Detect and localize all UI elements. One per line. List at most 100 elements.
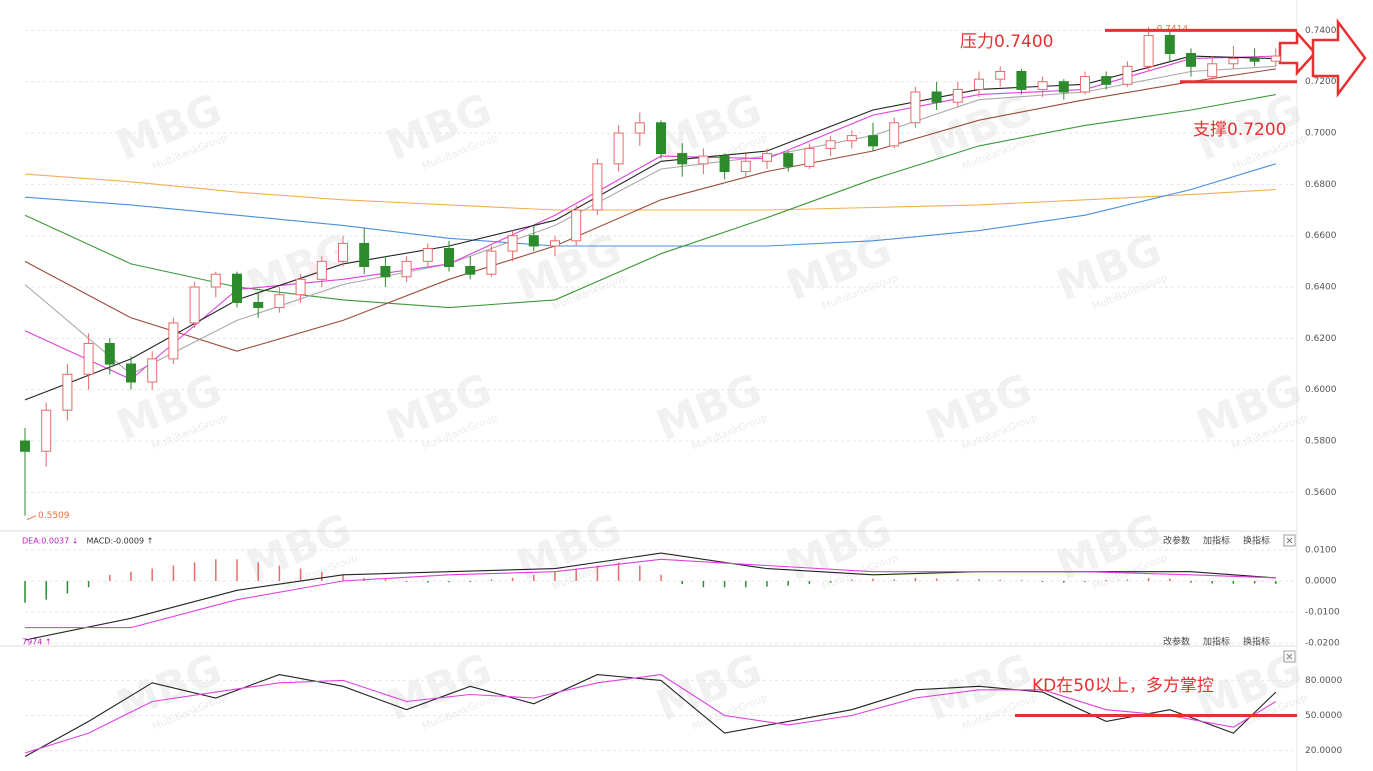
close-icon: [1286, 653, 1293, 660]
candle-body: [550, 240, 560, 247]
y-tick-label: 0.7400: [1305, 26, 1337, 36]
candle-body: [104, 342, 115, 365]
indicator-button[interactable]: 换指标: [1243, 535, 1270, 547]
y-tick-label: 0.6600: [1305, 231, 1337, 241]
candle-body: [274, 294, 285, 309]
y-tick-label: 0.5600: [1305, 488, 1337, 498]
low-label: 0.5509: [38, 511, 70, 521]
candle-body: [1228, 58, 1239, 65]
y-tick-label: 0.6000: [1305, 385, 1337, 395]
candle-body: [1058, 81, 1069, 93]
indicator-line: [24, 163, 1276, 247]
candle-body: [1270, 55, 1281, 62]
candle-body: [995, 70, 1006, 80]
candle-body: [401, 260, 412, 278]
y-tick-label: 0.7000: [1305, 129, 1337, 139]
candle-body: [783, 153, 794, 167]
y-tick-label: 20.0000: [1305, 746, 1342, 756]
low-marker: [26, 515, 37, 521]
close-icon: [1286, 537, 1293, 544]
arrow-icon: [1278, 29, 1317, 77]
candle-body: [740, 160, 751, 173]
indicator-header: MACD:-0.0009 ↑: [86, 537, 153, 546]
indicator-button[interactable]: 换指标: [1243, 636, 1270, 648]
indicator-button[interactable]: 加指标: [1203, 636, 1230, 648]
indicator-line: [25, 558, 1276, 629]
candle-body: [868, 135, 878, 147]
level-label: 支撑0.7200: [1193, 120, 1286, 140]
indicator-line: [24, 674, 1277, 757]
candle-body: [634, 122, 645, 134]
indicator-button[interactable]: 改参数: [1163, 535, 1190, 547]
candle-body: [465, 266, 476, 275]
indicator-header: 7974 ↑: [22, 638, 52, 647]
candle-body: [189, 286, 200, 324]
candle-body: [380, 266, 391, 278]
y-tick-label: -0.0200: [1305, 639, 1340, 649]
candle-body: [677, 153, 688, 165]
candle-body: [1186, 52, 1196, 67]
candle-body: [295, 278, 306, 296]
candle-body: [1016, 70, 1027, 90]
candle-body: [1080, 76, 1090, 93]
candle-body: [698, 155, 709, 165]
arrow-icon: [1311, 18, 1367, 98]
candle-body: [62, 373, 73, 411]
candle-body: [20, 440, 30, 452]
candle-body: [762, 153, 772, 162]
indicator-line: [24, 173, 1276, 211]
y-tick-label: 0.6400: [1305, 283, 1337, 293]
candle-body: [126, 363, 136, 383]
y-tick-label: 0.0000: [1305, 577, 1337, 587]
candle-body: [846, 135, 857, 142]
candle-body: [232, 273, 242, 303]
candle-body: [338, 242, 348, 262]
y-tick-label: 0.7200: [1305, 77, 1337, 87]
candle-body: [592, 163, 603, 211]
indicator-button[interactable]: 改参数: [1163, 636, 1190, 648]
indicator-header: DEA:0.0037 ↓: [22, 537, 78, 546]
candle-body: [889, 122, 900, 147]
candle-body: [1249, 58, 1260, 62]
candle-body: [804, 147, 815, 167]
indicator-button[interactable]: 加指标: [1203, 535, 1230, 547]
candle-body: [1037, 81, 1048, 90]
candle-body: [931, 91, 942, 103]
level-label: KD在50以上，多方掌控: [1032, 676, 1214, 696]
y-tick-label: 50.0000: [1305, 711, 1342, 721]
y-tick-label: -0.0100: [1305, 608, 1340, 618]
candle-body: [571, 209, 582, 242]
candle-body: [168, 322, 179, 360]
candle-body: [316, 260, 327, 280]
candle-body: [825, 140, 836, 149]
candle-body: [1207, 63, 1218, 78]
candle-body: [910, 91, 921, 124]
y-tick-label: 0.0100: [1305, 545, 1337, 555]
y-tick-label: 0.6200: [1305, 334, 1337, 344]
candle-body: [147, 358, 158, 383]
candle-body: [507, 235, 518, 252]
candle-body: [1122, 65, 1133, 85]
candle-body: [253, 301, 264, 309]
y-tick-label: 80.0000: [1305, 676, 1342, 686]
candle-body: [41, 409, 52, 452]
candle-body: [210, 273, 221, 288]
candle-body: [528, 235, 539, 247]
candle-body: [359, 242, 370, 267]
candle-body: [613, 132, 624, 165]
level-label: 压力0.7400: [960, 32, 1053, 52]
candle-body: [656, 122, 666, 155]
candle-body: [444, 248, 454, 268]
indicator-line: [24, 674, 1277, 754]
candle-body: [952, 88, 963, 103]
candle-body: [1143, 35, 1154, 67]
candle-body: [1101, 76, 1112, 85]
indicator-line: [24, 68, 1276, 352]
candle-body: [1164, 35, 1175, 54]
candle-body: [422, 248, 433, 262]
y-tick-label: 0.6800: [1305, 180, 1337, 190]
candle-body: [719, 155, 730, 173]
